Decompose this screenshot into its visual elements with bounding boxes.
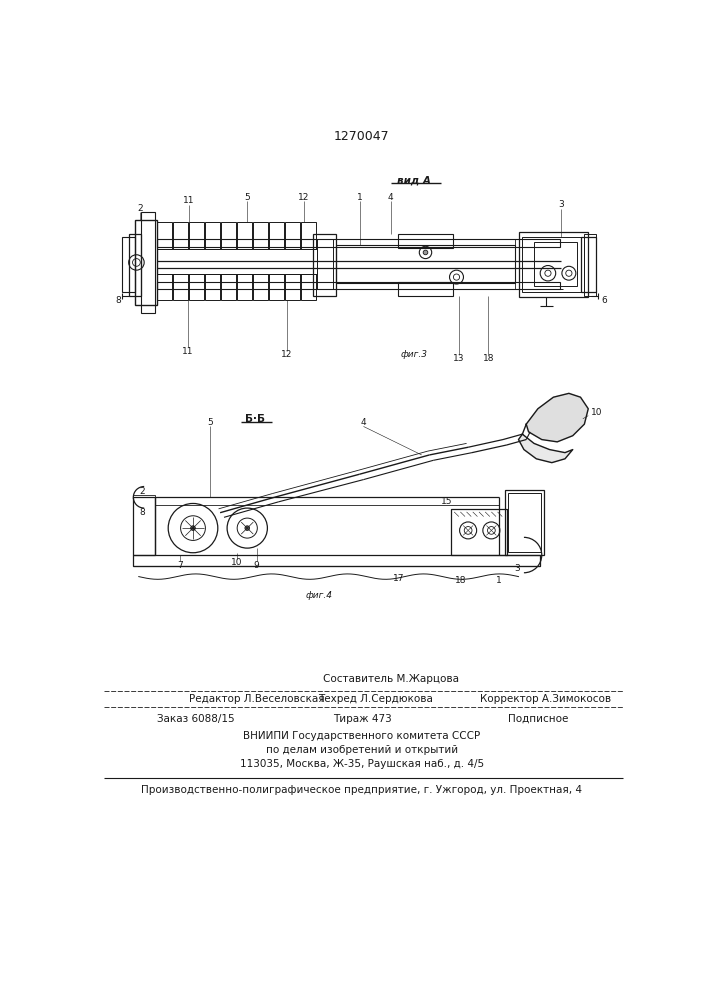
Bar [585,234,596,296]
Bar [135,220,156,305]
Bar [189,274,204,300]
Text: Тираж 473: Тираж 473 [332,714,392,724]
Bar [534,242,577,286]
Circle shape [191,526,195,530]
Bar [134,497,155,555]
Bar [237,274,252,300]
Bar [129,234,141,296]
Bar [317,239,332,289]
Text: Составитель М.Жарцова: Составитель М.Жарцова [322,674,459,684]
Text: Подписное: Подписное [508,714,568,724]
Bar [205,274,220,300]
Bar [141,212,155,312]
Text: 17: 17 [392,574,404,583]
Text: 10: 10 [591,408,602,417]
Bar [285,222,300,249]
Text: 1: 1 [357,192,363,202]
Text: 7: 7 [177,561,182,570]
Bar [253,274,268,300]
Text: 4: 4 [361,418,366,427]
Text: 18: 18 [482,354,494,363]
Bar [285,274,300,300]
Text: фиг.4: фиг.4 [306,591,333,600]
Text: 4: 4 [388,192,393,202]
Bar [237,222,252,249]
Bar [301,222,316,249]
Text: Б·Б: Б·Б [245,414,265,424]
Bar [313,234,337,296]
Bar [337,239,515,289]
Text: 11: 11 [182,347,193,356]
Bar [451,509,507,555]
Bar [451,509,507,555]
Text: 6: 6 [602,296,607,305]
Text: Редактор Л.Веселовская: Редактор Л.Веселовская [189,694,325,704]
Bar [134,495,155,555]
Polygon shape [518,434,573,463]
Text: 5: 5 [245,192,250,202]
Polygon shape [526,393,588,442]
Text: фиг.3: фиг.3 [400,350,427,359]
Text: 12: 12 [298,192,310,202]
Text: вид А: вид А [397,175,431,185]
Text: Заказ 6088/15: Заказ 6088/15 [156,714,234,724]
Text: 5: 5 [207,418,213,427]
Bar [398,234,452,248]
Bar [189,222,204,249]
Bar [221,222,236,249]
Bar [173,222,188,249]
Text: 11: 11 [183,196,195,205]
Bar [301,274,316,300]
Text: 3: 3 [514,564,520,573]
Text: Корректор А.Зимокосов: Корректор А.Зимокосов [480,694,611,704]
Bar [156,239,559,247]
Bar [122,237,135,292]
Text: 8: 8 [115,296,121,305]
Bar [156,261,317,274]
Text: ВНИИПИ Государственного комитета СССР: ВНИИПИ Государственного комитета СССР [243,731,481,741]
Bar [253,222,268,249]
Text: 8: 8 [140,508,146,517]
Bar [156,282,559,289]
Bar [337,245,515,283]
Text: 1: 1 [496,576,502,585]
Bar [518,232,588,297]
Text: 2: 2 [137,204,143,213]
Text: по делам изобретений и открытий: по делам изобретений и открытий [266,745,458,755]
Text: 10: 10 [231,558,243,567]
Text: 113035, Москва, Ж-35, Раушская наб., д. 4/5: 113035, Москва, Ж-35, Раушская наб., д. … [240,759,484,769]
Bar [205,222,220,249]
Bar [506,490,544,555]
Bar [156,249,317,274]
Text: 2: 2 [140,487,146,496]
Bar [522,237,585,292]
Circle shape [423,250,428,255]
Bar [269,274,284,300]
Bar [508,493,541,552]
Bar [221,274,236,300]
Text: Производственно-полиграфическое предприятие, г. Ужгород, ул. Проектная, 4: Производственно-полиграфическое предприя… [141,785,583,795]
Circle shape [245,526,250,530]
Bar [134,555,540,566]
Text: 13: 13 [453,354,464,363]
Bar [156,222,172,249]
Text: Техред Л.Сердюкова: Техред Л.Сердюкова [317,694,433,704]
Bar [156,274,172,300]
Text: 12: 12 [281,350,293,359]
Bar [580,237,596,292]
Text: 18: 18 [455,576,466,585]
Text: 9: 9 [254,561,259,570]
Text: 1270047: 1270047 [334,130,390,143]
Text: 15: 15 [440,497,452,506]
Bar [269,222,284,249]
Bar [173,274,188,300]
Text: 3: 3 [559,200,564,209]
Bar [398,282,452,296]
